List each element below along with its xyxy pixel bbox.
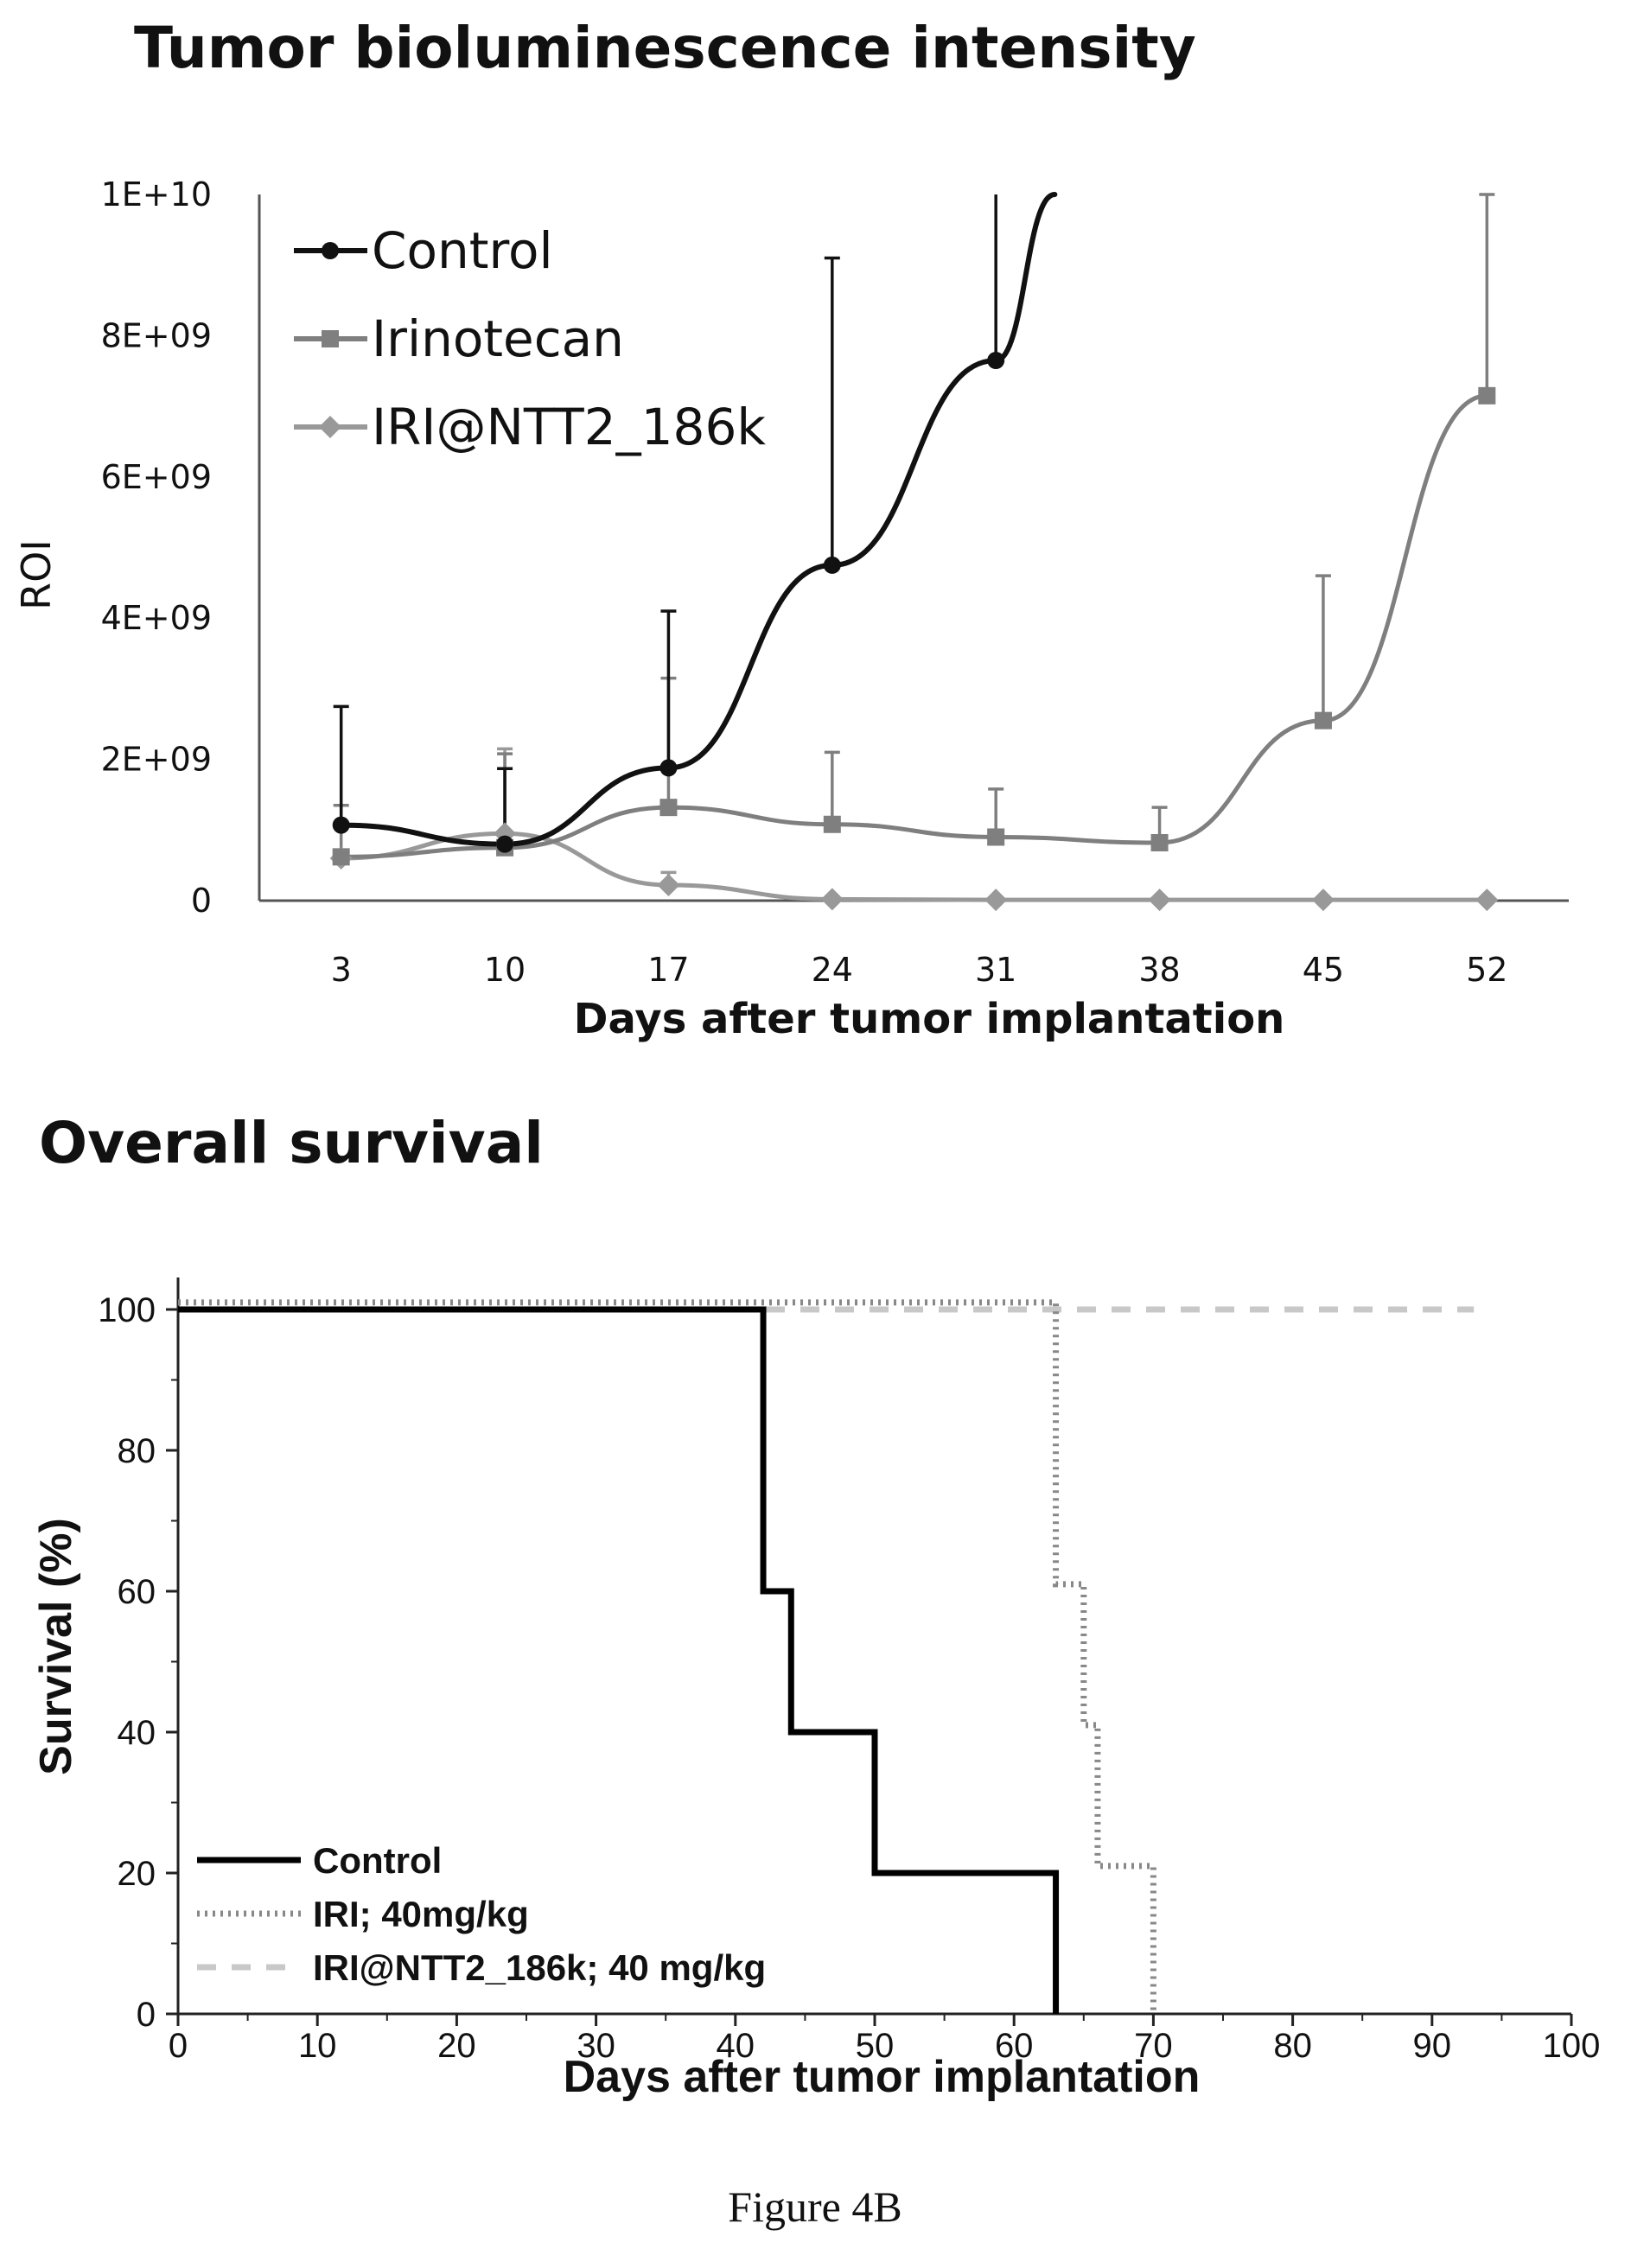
data-point (987, 828, 1005, 846)
y-tick-label: 80 (118, 1432, 156, 1470)
data-point (1314, 711, 1332, 729)
data-point (984, 889, 1008, 912)
x-tick-label: 70 (1134, 2027, 1173, 2065)
series-line-irinotecan (339, 393, 1489, 859)
bioluminescence-chart: Tumor bioluminescence intensity ROI 0 2E+… (13, 15, 1569, 1043)
chart-title: Tumor bioluminescence intensity (134, 15, 1196, 81)
legend-label: IRI@NTT2_186k; 40 mg/kg (313, 1947, 766, 1988)
data-point (820, 888, 844, 911)
x-tick-label: 20 (437, 2027, 476, 2065)
legend-marker (322, 330, 339, 347)
legend-marker (319, 416, 341, 438)
legend-label: Control (372, 221, 553, 280)
y-tick-label: 60 (118, 1573, 156, 1611)
y-tick-labels: 0 20 40 60 80 100 (98, 1291, 178, 2034)
y-tick-label: 8E+09 (101, 316, 212, 354)
x-tick-label: 100 (1543, 2027, 1601, 2065)
x-tick-labels: 3 10 17 24 31 38 45 52 (331, 951, 1508, 989)
legend: Control Irinotecan IRI@NTT2_186k (294, 221, 766, 456)
x-axis-label: Days after tumor implantation (564, 2052, 1201, 2102)
survival-curves (178, 1299, 1475, 2014)
data-point (823, 556, 841, 574)
data-point (1478, 386, 1496, 405)
x-tick-labels: 0 10 20 30 40 50 60 70 80 90 100 (169, 2014, 1601, 2065)
series-line-iri-ntt2-186k (339, 831, 1489, 902)
data-point (657, 874, 680, 897)
x-tick-label: 38 (1138, 951, 1180, 989)
data-point (659, 799, 678, 817)
data-point (1475, 889, 1499, 912)
x-tick-label: 10 (298, 2027, 337, 2065)
x-tick-label: 30 (577, 2027, 615, 2065)
data-point (332, 816, 350, 834)
error-bars (333, 193, 1495, 886)
data-point (1148, 889, 1171, 912)
legend: Control IRI; 40mg/kg IRI@NTT2_186k; 40 mg/… (197, 1840, 766, 1988)
data-point (332, 848, 350, 866)
chart-title: Overall survival (39, 1110, 544, 1176)
legend-label: IRI; 40mg/kg (313, 1894, 529, 1934)
legend-label: Irinotecan (372, 309, 624, 368)
y-tick-label: 0 (191, 882, 212, 920)
series-line-control (338, 192, 1058, 847)
data-point (987, 351, 1005, 369)
survival-chart: Overall survival Survival (%) 0 20 40 60 80 1… (31, 1110, 1600, 2102)
x-tick-label: 10 (484, 951, 526, 989)
series-lines (338, 192, 1489, 902)
figure-caption: Figure 4B (728, 2182, 902, 2231)
y-tick-label: 20 (118, 1855, 156, 1893)
x-tick-label: 31 (975, 951, 1016, 989)
data-markers (329, 351, 1499, 912)
data-point (823, 815, 841, 833)
data-point (1311, 889, 1335, 912)
y-tick-label: 2E+09 (101, 741, 212, 779)
survival-curve-control (178, 1306, 1060, 2014)
legend-label: Control (313, 1840, 442, 1881)
x-tick-label: 0 (169, 2027, 188, 2065)
x-tick-label: 40 (717, 2027, 755, 2065)
x-axis-label: Days after tumor implantation (574, 995, 1285, 1043)
axes (258, 194, 1569, 902)
y-tick-label: 6E+09 (101, 458, 212, 496)
x-tick-label: 17 (647, 951, 689, 989)
legend-label: IRI@NTT2_186k (372, 398, 766, 456)
y-tick-label: 4E+09 (101, 599, 212, 637)
y-axis-label: ROI (13, 539, 60, 610)
data-point (1150, 834, 1169, 852)
y-tick-labels: 0 2E+09 4E+09 6E+09 8E+09 1E+10 (101, 175, 212, 920)
x-tick-label: 50 (856, 2027, 895, 2065)
x-tick-label: 3 (331, 951, 352, 989)
y-tick-label: 1E+10 (101, 175, 212, 213)
x-tick-label: 80 (1273, 2027, 1312, 2065)
y-tick-label: 0 (137, 1996, 156, 2034)
y-tick-label: 40 (118, 1714, 156, 1752)
data-point (659, 759, 678, 777)
y-axis-label: Survival (%) (31, 1518, 81, 1775)
x-tick-label: 52 (1466, 951, 1507, 989)
legend-marker (322, 242, 339, 259)
y-tick-label: 100 (98, 1291, 156, 1329)
x-tick-label: 90 (1413, 2027, 1452, 2065)
x-tick-label: 24 (812, 951, 853, 989)
data-point (496, 835, 514, 853)
x-tick-label: 60 (995, 2027, 1034, 2065)
x-tick-label: 45 (1303, 951, 1344, 989)
